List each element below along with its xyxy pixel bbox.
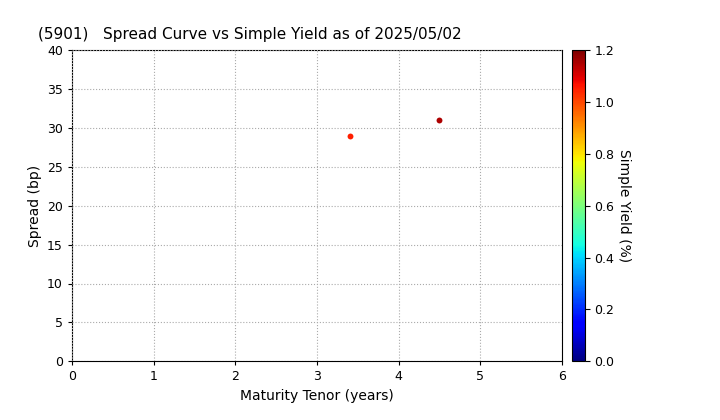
Point	[344, 132, 356, 139]
Y-axis label: Spread (bp): Spread (bp)	[27, 165, 42, 247]
Point	[433, 117, 445, 123]
X-axis label: Maturity Tenor (years): Maturity Tenor (years)	[240, 389, 394, 403]
Text: (5901)   Spread Curve vs Simple Yield as of 2025/05/02: (5901) Spread Curve vs Simple Yield as o…	[37, 27, 462, 42]
Y-axis label: Simple Yield (%): Simple Yield (%)	[617, 149, 631, 262]
